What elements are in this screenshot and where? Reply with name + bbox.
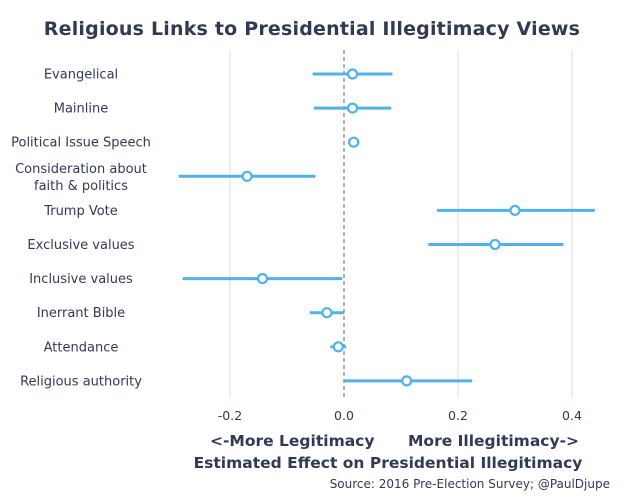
y-category-label: Attendance [44,340,119,355]
x-tick-label: 0.0 [334,408,354,423]
y-category-label: Political Issue Speech [11,136,151,151]
point-estimate [509,204,521,216]
x-axis-title: Estimated Effect on Presidential Illegit… [193,454,583,472]
y-category-label: Evangelical [44,68,118,83]
point-estimate [256,273,269,285]
y-category-label: Inclusive values [29,272,133,287]
y-category-label: Trump Vote [43,204,118,219]
point-estimate [348,136,360,148]
forest-plot: -0.2 0.0 0.2 0.4 Evangelical Mainline Politica… [11,50,595,423]
x-axis-left-annotation: <-More Legitimacy [210,432,375,450]
point-estimate [332,341,344,353]
y-category-label: Consideration about [15,162,147,177]
x-axis-right-annotation: More Illegitimacy-> [408,432,579,450]
y-category-label: Mainline [54,102,109,117]
point-estimate [241,170,253,182]
y-category-label: Inerrant Bible [37,306,125,321]
y-category-label: Religious authority [20,374,142,389]
point-estimate [489,238,501,251]
y-category-label: Exclusive values [27,238,134,253]
point-estimate [346,102,359,114]
point-estimate [401,375,413,387]
point-estimate [321,307,333,319]
x-tick-label: 0.2 [448,408,468,423]
x-tick-label: -0.2 [218,408,242,423]
chart-title: Religious Links to Presidential Illegiti… [43,18,581,40]
y-category-label: faith & politics [34,179,128,194]
source-caption: Source: 2016 Pre-Election Survey; @PaulD… [329,477,610,491]
x-tick-label: 0.4 [562,408,582,423]
point-estimate [346,68,359,80]
